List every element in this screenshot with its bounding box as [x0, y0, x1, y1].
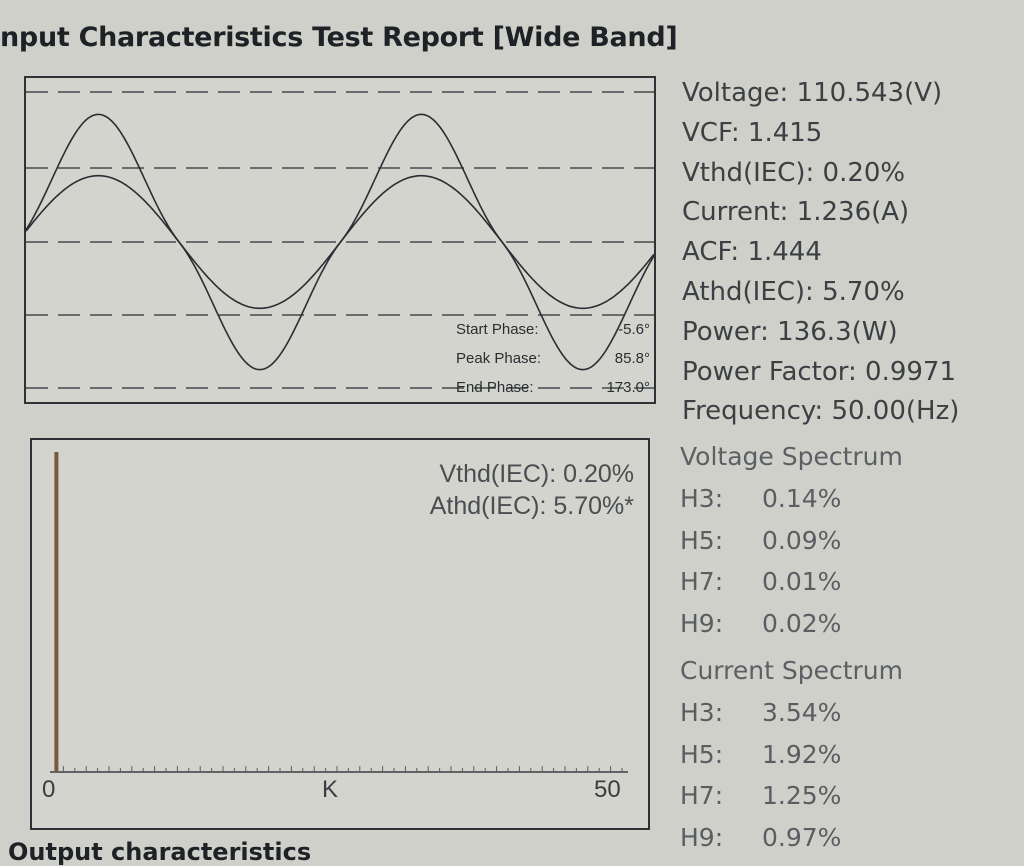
- voltage-h7-row: H7: 0.01%: [680, 561, 903, 603]
- harmonic-spectrum-chart: [50, 452, 628, 773]
- harmonic-value: 1.25%: [762, 781, 842, 810]
- frequency-reading: Frequency: 50.00(Hz): [682, 396, 960, 427]
- harmonic-value: 0.14%: [762, 484, 842, 513]
- voltage-h3-row: H3: 0.14%: [680, 478, 903, 520]
- harmonic-label: H5:: [680, 525, 724, 555]
- current-h3-row: H3: 3.54%: [680, 692, 903, 734]
- vthd-label: Vthd(IEC): 0.20%: [439, 460, 634, 488]
- voltage-h9-row: H9: 0.02%: [680, 603, 903, 645]
- power-reading: Power: 136.3(W): [682, 316, 898, 347]
- current-trace: [26, 113, 654, 371]
- harmonic-label: H7:: [680, 567, 724, 596]
- current-h5-row: H5: 1.92%: [680, 734, 903, 776]
- end-phase-label: End Phase:: [456, 379, 534, 396]
- voltage-spectrum: Voltage Spectrum H3: 0.14% H5: 0.09% H7: 0.…: [680, 436, 903, 644]
- harmonic-label: H5:: [680, 739, 724, 769]
- power-factor-reading: Power Factor: 0.9971: [682, 356, 957, 387]
- vthd-reading: Vthd(IEC): 0.20%: [682, 157, 906, 188]
- harmonic-label: H7:: [680, 781, 724, 810]
- harmonic-value: 0.01%: [762, 567, 842, 596]
- phase-row-peak: Peak Phase: 85.8°: [456, 344, 650, 373]
- phase-row-end: End Phase: 173.0°: [456, 373, 650, 402]
- voltage-h5-row: H5: 0.09%: [680, 520, 903, 562]
- page-title: nput Characteristics Test Report [Wide B…: [0, 22, 678, 53]
- measurement-readings: Voltage: 110.543(V) VCF: 1.415 Vthd(IEC)…: [682, 74, 959, 432]
- harmonic-value: 0.02%: [762, 608, 842, 638]
- phase-row-start: Start Phase: -5.6°: [456, 315, 650, 344]
- athd-reading: Athd(IEC): 5.70%: [682, 276, 905, 307]
- harmonic-label: H9:: [680, 608, 724, 638]
- acf-reading: ACF: 1.444: [682, 237, 822, 268]
- voltage-reading: Voltage: 110.543(V): [682, 78, 943, 108]
- harmonic-label: H3:: [680, 484, 724, 513]
- waveform-panel: Start Phase: -5.6° Peak Phase: 85.8° End…: [24, 76, 656, 404]
- current-reading: Current: 1.236(A): [682, 197, 910, 228]
- vcf-reading: VCF: 1.415: [682, 117, 823, 148]
- end-phase-value: 173.0°: [606, 379, 650, 396]
- harmonic-value: 0.97%: [762, 822, 842, 852]
- start-phase-label: Start Phase:: [456, 321, 539, 338]
- current-h7-row: H7: 1.25%: [680, 775, 903, 817]
- start-phase-value: -5.6°: [618, 321, 650, 338]
- axis-label-max: 50: [594, 776, 621, 803]
- harmonic-bar-1: [54, 452, 59, 772]
- voltage-spectrum-title: Voltage Spectrum: [680, 442, 903, 471]
- phase-info: Start Phase: -5.6° Peak Phase: 85.8° End…: [456, 315, 650, 402]
- harmonic-label: H3:: [680, 698, 724, 727]
- current-spectrum-title: Current Spectrum: [680, 656, 903, 685]
- peak-phase-label: Peak Phase:: [456, 350, 542, 367]
- peak-phase-value: 85.8°: [614, 350, 650, 367]
- waveform-chart: [26, 91, 654, 389]
- axis-label-min: 0: [42, 776, 56, 803]
- output-section-title: Output characteristics: [8, 838, 312, 866]
- athd-label: Athd(IEC): 5.70%*: [429, 492, 634, 520]
- current-h9-row: H9: 0.97%: [680, 817, 903, 859]
- thd-summary: Vthd(IEC): 0.20% Athd(IEC): 5.70%*: [430, 458, 634, 522]
- current-spectrum: Current Spectrum H3: 3.54% H5: 1.92% H7: 1.…: [680, 650, 903, 858]
- harmonic-value: 1.92%: [762, 739, 842, 769]
- harmonic-label: H9:: [680, 822, 724, 852]
- harmonic-value: 3.54%: [762, 698, 842, 727]
- harmonic-value: 0.09%: [762, 525, 842, 555]
- harmonic-spectrum-panel: Vthd(IEC): 0.20% Athd(IEC): 5.70%* 0 K 5…: [30, 438, 650, 830]
- axis-label-k: K: [322, 776, 339, 803]
